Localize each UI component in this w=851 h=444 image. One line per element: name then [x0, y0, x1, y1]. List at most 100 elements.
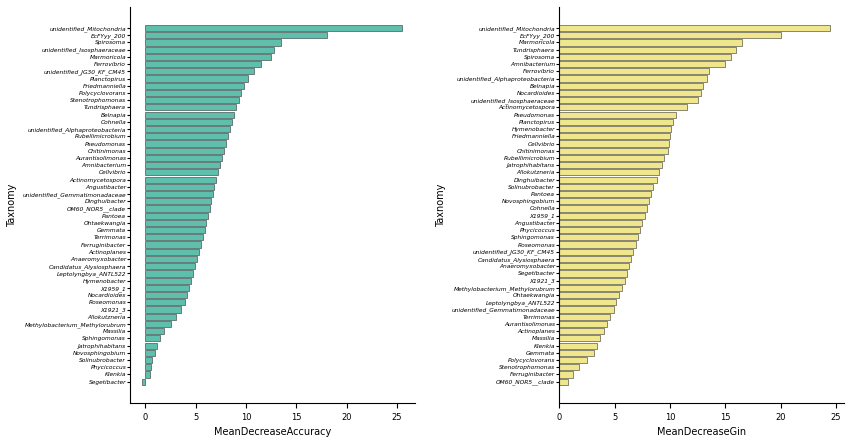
Bar [146, 357, 152, 363]
Bar [559, 321, 607, 327]
Bar [559, 379, 568, 385]
X-axis label: MeanDecreaseAccuracy: MeanDecreaseAccuracy [214, 427, 331, 437]
Bar [146, 83, 244, 89]
Bar [559, 111, 676, 118]
Bar [146, 256, 197, 262]
Bar [559, 227, 640, 233]
Bar [146, 299, 185, 305]
Bar [146, 328, 163, 334]
Bar [559, 133, 670, 139]
Bar [559, 83, 703, 89]
Bar [559, 40, 742, 45]
Bar [559, 206, 647, 211]
Bar [559, 191, 651, 197]
Bar [146, 148, 224, 154]
Bar [146, 220, 206, 226]
Bar [559, 234, 638, 240]
Bar [146, 206, 210, 211]
Bar [559, 148, 668, 154]
Bar [146, 191, 213, 197]
Bar [146, 162, 220, 168]
Bar [146, 140, 226, 147]
Bar [146, 343, 157, 349]
Bar [559, 328, 603, 334]
Bar [146, 306, 180, 313]
Bar [146, 68, 254, 75]
Bar [559, 350, 594, 356]
Bar [559, 220, 643, 226]
Bar [559, 285, 622, 291]
Bar [559, 364, 580, 370]
Bar [559, 169, 659, 175]
Bar [146, 285, 189, 291]
Bar [559, 90, 701, 96]
Bar [146, 90, 241, 96]
Bar [146, 213, 208, 219]
Y-axis label: Taxnomy: Taxnomy [7, 183, 17, 226]
Bar [146, 227, 205, 233]
Bar [146, 104, 236, 111]
Bar [559, 357, 587, 363]
Bar [559, 184, 654, 190]
Bar [146, 40, 282, 45]
Bar [559, 242, 636, 248]
Bar [559, 54, 731, 60]
Bar [559, 270, 627, 277]
Bar [559, 155, 665, 161]
Bar [146, 292, 186, 298]
Bar [559, 25, 831, 31]
Bar [559, 68, 709, 75]
Bar [559, 119, 673, 125]
Bar [146, 364, 151, 370]
Y-axis label: Taxnomy: Taxnomy [436, 183, 446, 226]
Bar [559, 140, 669, 147]
Bar [559, 75, 706, 82]
Bar [146, 61, 261, 67]
Bar [146, 242, 201, 248]
Bar [146, 198, 211, 204]
Bar [559, 306, 614, 313]
Bar [146, 32, 327, 38]
Bar [146, 169, 218, 175]
Bar [559, 47, 736, 53]
Bar [559, 313, 610, 320]
Bar [559, 32, 780, 38]
Bar [559, 292, 619, 298]
Bar [559, 299, 616, 305]
Bar [559, 61, 725, 67]
Bar [146, 119, 232, 125]
Bar [146, 25, 402, 31]
Bar [146, 234, 203, 240]
Bar [559, 335, 600, 341]
Bar [559, 162, 662, 168]
Bar [146, 97, 239, 103]
Bar [559, 278, 625, 284]
Bar [559, 213, 644, 219]
Bar [559, 177, 657, 182]
Bar [559, 249, 633, 255]
Bar [146, 249, 199, 255]
Bar [146, 177, 216, 182]
Bar [142, 379, 146, 385]
Bar [146, 111, 234, 118]
Bar [146, 350, 156, 356]
Bar [559, 256, 631, 262]
Bar [146, 278, 191, 284]
Bar [146, 133, 228, 139]
Bar [146, 155, 222, 161]
Bar [559, 126, 671, 132]
Bar [146, 126, 230, 132]
Bar [559, 104, 687, 111]
Bar [146, 47, 274, 53]
Bar [146, 75, 248, 82]
Bar [146, 372, 151, 377]
Bar [146, 313, 175, 320]
Bar [146, 321, 170, 327]
Bar [146, 270, 192, 277]
Bar [559, 97, 698, 103]
Bar [146, 54, 271, 60]
Bar [146, 335, 161, 341]
Bar [559, 198, 649, 204]
X-axis label: MeanDecreaseGin: MeanDecreaseGin [657, 427, 746, 437]
Bar [146, 263, 195, 270]
